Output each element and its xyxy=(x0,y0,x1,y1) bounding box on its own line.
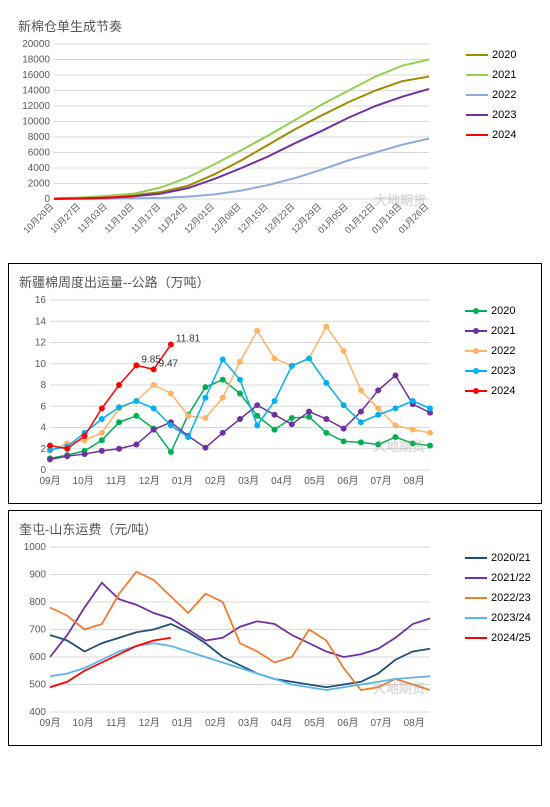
legend-label: 2020/21 xyxy=(491,552,531,564)
svg-text:05月: 05月 xyxy=(304,475,325,487)
svg-text:02月: 02月 xyxy=(205,475,226,487)
legend-item: 2024 xyxy=(466,129,536,141)
legend-item: 2020/21 xyxy=(465,552,535,564)
svg-text:02月: 02月 xyxy=(205,717,226,729)
chart2-title: 新疆棉周度出运量--公路（万吨） xyxy=(19,272,535,291)
chart1-container: 新棉仓单生成节奏 0200040006000800010000120001400… xyxy=(8,8,542,257)
legend-item: 2021/22 xyxy=(465,572,535,584)
legend-item: 2020 xyxy=(466,49,536,61)
chart3-legend: 2020/21 2021/22 2022/23 2023/24 2024/25 xyxy=(465,542,535,737)
svg-text:10月: 10月 xyxy=(73,717,94,729)
svg-text:10: 10 xyxy=(35,359,47,370)
chart3-plot: 400 500 600 700 800 900 1000 09月 10月 11月 12月 01月 02月… xyxy=(15,542,465,737)
legend-item: 2022 xyxy=(465,345,535,357)
svg-text:06月: 06月 xyxy=(337,717,358,729)
svg-text:0: 0 xyxy=(40,465,46,476)
legend-item: 2023/24 xyxy=(465,612,535,624)
svg-text:6000: 6000 xyxy=(28,148,51,159)
chart1-legend: 2020 2021 2022 2023 2024 xyxy=(466,39,536,249)
svg-text:03月: 03月 xyxy=(238,475,259,487)
legend-label: 2023 xyxy=(491,365,515,377)
svg-text:14000: 14000 xyxy=(22,86,50,97)
chart3-title: 奎屯-山东运费（元/吨） xyxy=(19,519,535,538)
chart3-container: 奎屯-山东运费（元/吨） 400 500 600 700 800 900 1000 09月 10… xyxy=(8,510,542,746)
svg-text:1000: 1000 xyxy=(24,542,47,553)
legend-label: 2021 xyxy=(492,69,516,81)
legend-label: 2022 xyxy=(492,89,516,101)
chart2-legend: 2020 2021 2022 2023 2024 xyxy=(465,295,535,495)
svg-text:14: 14 xyxy=(35,316,47,327)
svg-text:01月: 01月 xyxy=(172,717,193,729)
legend-item: 2022/23 xyxy=(465,592,535,604)
svg-text:500: 500 xyxy=(29,680,46,691)
legend-label: 2024/25 xyxy=(491,632,531,644)
svg-text:20000: 20000 xyxy=(22,39,50,50)
legend-label: 2021/22 xyxy=(491,572,531,584)
svg-text:600: 600 xyxy=(29,652,46,663)
svg-text:12: 12 xyxy=(35,338,47,349)
svg-text:2000: 2000 xyxy=(28,179,51,190)
svg-text:04月: 04月 xyxy=(271,717,292,729)
svg-text:8000: 8000 xyxy=(28,132,51,143)
svg-text:12月: 12月 xyxy=(139,475,160,487)
chart1-plot: 0200040006000800010000120001400016000180… xyxy=(14,39,466,249)
svg-text:04月: 04月 xyxy=(271,475,292,487)
svg-text:11月: 11月 xyxy=(106,717,126,729)
legend-label: 2023/24 xyxy=(491,612,531,624)
legend-item: 2020 xyxy=(465,305,535,317)
chart2-container: 新疆棉周度出运量--公路（万吨） 0 2 4 6 8 10 12 14 16 09月 10月 11月 1… xyxy=(8,263,542,504)
svg-text:08月: 08月 xyxy=(404,475,425,487)
legend-item: 2023 xyxy=(466,109,536,121)
svg-text:09月: 09月 xyxy=(39,717,60,729)
legend-item: 2021 xyxy=(465,325,535,337)
svg-text:07月: 07月 xyxy=(370,475,391,487)
svg-text:03月: 03月 xyxy=(238,717,259,729)
svg-text:11月: 11月 xyxy=(106,475,126,487)
svg-text:08月: 08月 xyxy=(404,717,425,729)
legend-label: 2024 xyxy=(491,385,515,397)
legend-item: 2024/25 xyxy=(465,632,535,644)
svg-text:09月: 09月 xyxy=(39,475,60,487)
svg-text:12000: 12000 xyxy=(22,101,50,112)
svg-text:01月: 01月 xyxy=(172,475,193,487)
svg-text:06月: 06月 xyxy=(337,475,358,487)
svg-text:12月: 12月 xyxy=(139,717,160,729)
legend-label: 2024 xyxy=(492,129,516,141)
svg-text:8: 8 xyxy=(40,380,46,391)
svg-text:10月: 10月 xyxy=(73,475,94,487)
legend-label: 2020 xyxy=(492,49,516,61)
svg-text:6: 6 xyxy=(40,401,46,412)
svg-text:2: 2 xyxy=(40,444,46,455)
legend-item: 2023 xyxy=(465,365,535,377)
legend-label: 2022/23 xyxy=(491,592,531,604)
svg-text:05月: 05月 xyxy=(304,717,325,729)
svg-text:400: 400 xyxy=(29,707,46,718)
legend-item: 2024 xyxy=(465,385,535,397)
svg-text:9.47: 9.47 xyxy=(159,358,179,369)
chart1-title: 新棉仓单生成节奏 xyxy=(18,16,536,35)
svg-text:4: 4 xyxy=(40,423,46,434)
svg-text:800: 800 xyxy=(29,597,46,608)
svg-text:700: 700 xyxy=(29,625,46,636)
svg-text:07月: 07月 xyxy=(370,717,391,729)
svg-text:4000: 4000 xyxy=(28,163,51,174)
svg-text:11.81: 11.81 xyxy=(176,334,201,345)
chart2-plot: 0 2 4 6 8 10 12 14 16 09月 10月 11月 12月 01月 02月 03月 04月 05月… xyxy=(15,295,465,495)
svg-text:16000: 16000 xyxy=(22,70,50,81)
legend-label: 2021 xyxy=(491,325,515,337)
svg-text:16: 16 xyxy=(35,295,47,306)
legend-item: 2022 xyxy=(466,89,536,101)
legend-label: 2023 xyxy=(492,109,516,121)
svg-text:10000: 10000 xyxy=(22,117,50,128)
legend-label: 2022 xyxy=(491,345,515,357)
legend-label: 2020 xyxy=(491,305,515,317)
svg-text:18000: 18000 xyxy=(22,55,50,66)
legend-item: 2021 xyxy=(466,69,536,81)
svg-text:900: 900 xyxy=(29,570,46,581)
